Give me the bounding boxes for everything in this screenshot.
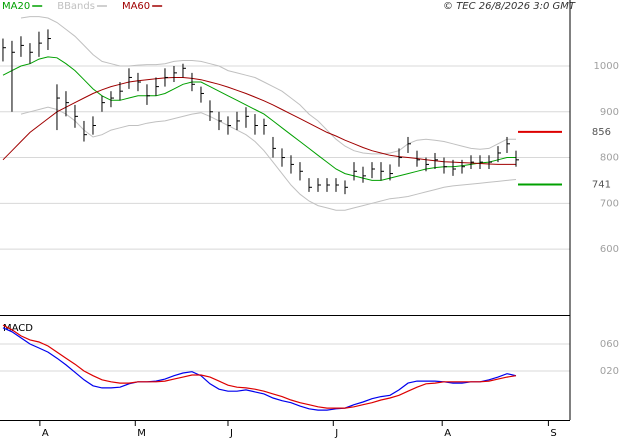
- ma-line: [2, 56, 516, 181]
- x-tick-label: A: [444, 428, 451, 439]
- x-tick-label: J: [229, 428, 233, 439]
- source: © TEC 26/8/2026 3:0 GMT: [443, 1, 576, 12]
- y-tick-label: 020: [600, 366, 619, 377]
- y-tick-label: 900: [600, 107, 619, 118]
- legend-label: MA60: [122, 1, 150, 12]
- level-label: 856: [592, 127, 611, 138]
- legend-label: MA20: [2, 1, 30, 12]
- x-tick-label: M: [137, 428, 146, 439]
- x-tick-label: S: [550, 428, 556, 439]
- x-tick-label: J: [334, 428, 338, 439]
- y-tick-label: 1000: [594, 61, 619, 72]
- y-tick-label: 700: [600, 198, 619, 209]
- y-tick-label: 060: [600, 339, 619, 350]
- ma-line: [2, 77, 516, 165]
- band-lower: [20, 106, 517, 211]
- macd-line: [2, 327, 517, 411]
- y-tick-label: 600: [600, 244, 619, 255]
- band-upper: [20, 16, 516, 155]
- y-tick-label: 800: [600, 153, 619, 164]
- macd-title: MACD: [3, 323, 33, 334]
- level-label: 741: [592, 180, 611, 191]
- x-tick-label: A: [42, 428, 49, 439]
- legend-label: BBands: [57, 1, 95, 12]
- macd-line: [2, 324, 517, 409]
